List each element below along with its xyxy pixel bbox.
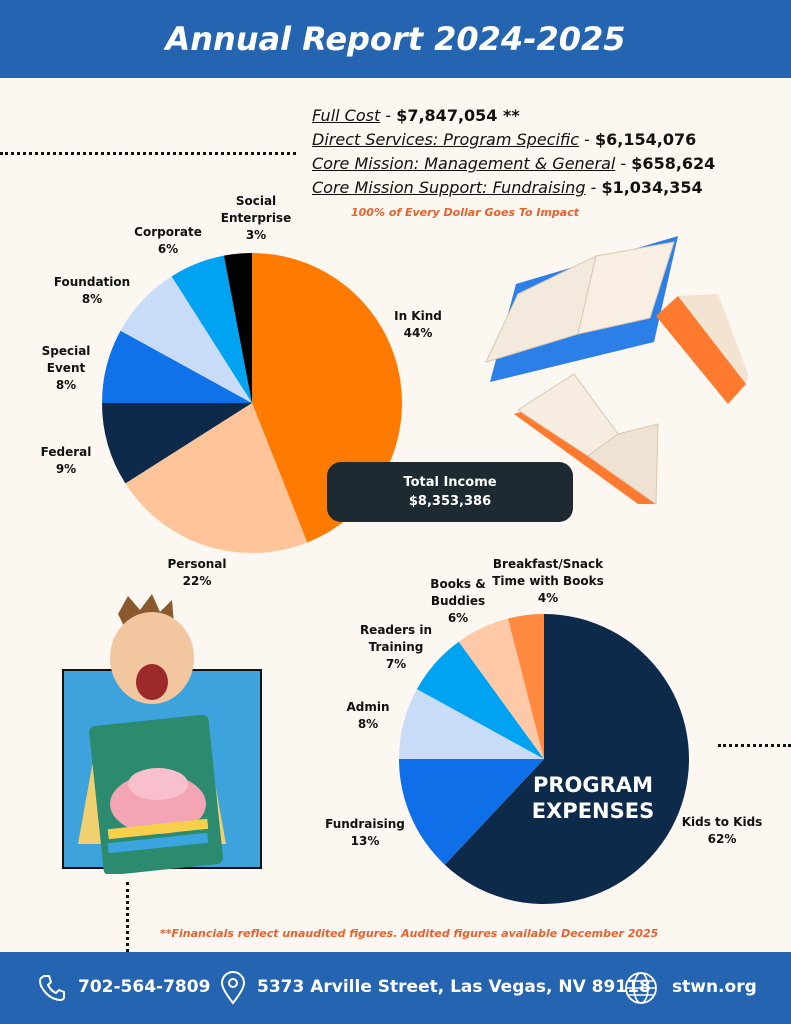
income-slice-foundation: [120, 276, 252, 403]
pie-label-corporate: Corporate 6%: [134, 225, 202, 256]
pie-label-in-kind: In Kind 44%: [394, 309, 442, 340]
pie-label-social-enterprise: Social Enterprise 3%: [220, 194, 292, 242]
total-income-label: Total Income: [403, 475, 497, 490]
phone-icon: [39, 975, 65, 1002]
footer-address[interactable]: 5373 Arville Street, Las Vegas, NV 89118: [257, 977, 651, 997]
dotted-divider: [126, 882, 129, 952]
footer: 702-564-7809 5373 Arville Street, Las Ve…: [0, 952, 791, 1024]
globe-icon: [625, 972, 657, 1004]
cost-line-fundraising: Core Mission Support: Fundraising - $1,0…: [312, 178, 703, 197]
pie-label-personal: Personal 22%: [167, 557, 227, 588]
books-illustration: [485, 236, 748, 505]
income-slice-personal: [125, 403, 308, 553]
pie-label-readers-in-training: Readers in Training 7%: [359, 623, 433, 671]
report-header: Annual Report 2024-2025: [0, 0, 791, 78]
pie-label-books-and-buddies: Books & Buddies 6%: [430, 577, 486, 625]
footnote: **Financials reflect unaudited figures. …: [160, 927, 659, 940]
expense-slice-fundraising: [399, 759, 544, 865]
open-book-image: [514, 373, 659, 505]
footer-phone[interactable]: 702-564-7809: [78, 977, 211, 997]
cost-summary: Full Cost - $7,847,054 ** Direct Service…: [312, 104, 782, 200]
expense-slice-books-buddies: [458, 618, 544, 759]
blue-book-image: [485, 236, 678, 382]
income-slice-special-event: [102, 330, 252, 403]
total-income-value: $8,353,386: [408, 494, 492, 509]
expense-slice-admin: [399, 689, 544, 759]
program-expenses-title: PROGRAM: [533, 773, 653, 797]
orange-book-image: [656, 294, 748, 404]
page-title: Annual Report 2024-2025: [165, 20, 626, 58]
cost-line-management: Core Mission: Management & General - $65…: [312, 154, 716, 173]
total-income-box: Total Income $8,353,386: [327, 462, 573, 522]
program-expenses-title: EXPENSES: [532, 799, 654, 823]
pie-label-kids-to-kids: Kids to Kids 62%: [681, 815, 763, 846]
pie-label-foundation: Foundation 8%: [53, 275, 131, 306]
expense-slice-breakfast-snack-time-with-books: [507, 614, 544, 759]
pie-label-admin: Admin 8%: [346, 700, 390, 731]
cost-line-direct: Direct Services: Program Specific - $6,1…: [312, 130, 697, 149]
dotted-divider: [718, 744, 791, 747]
dotted-divider: [0, 152, 296, 155]
child-with-book-photo: [78, 594, 226, 874]
impact-note: 100% of Every Dollar Goes To Impact: [351, 206, 579, 219]
pie-label-special-event: Special Event 8%: [41, 344, 91, 392]
income-slice-social-enterprise: [223, 253, 252, 403]
pie-label-federal: Federal 9%: [40, 445, 92, 476]
cost-line-full: Full Cost - $7,847,054 **: [312, 106, 520, 125]
expense-slice-kids-to-kids: [444, 614, 690, 904]
income-slice-corporate: [171, 255, 252, 403]
footer-website[interactable]: stwn.org: [672, 977, 757, 997]
location-pin-icon: [220, 971, 246, 1005]
pie-label-fundraising: Fundraising 13%: [325, 817, 405, 848]
pie-label-breakfast-snack: Breakfast/Snack Time with Books 4%: [492, 557, 604, 605]
income-slice-federal: [102, 403, 252, 484]
